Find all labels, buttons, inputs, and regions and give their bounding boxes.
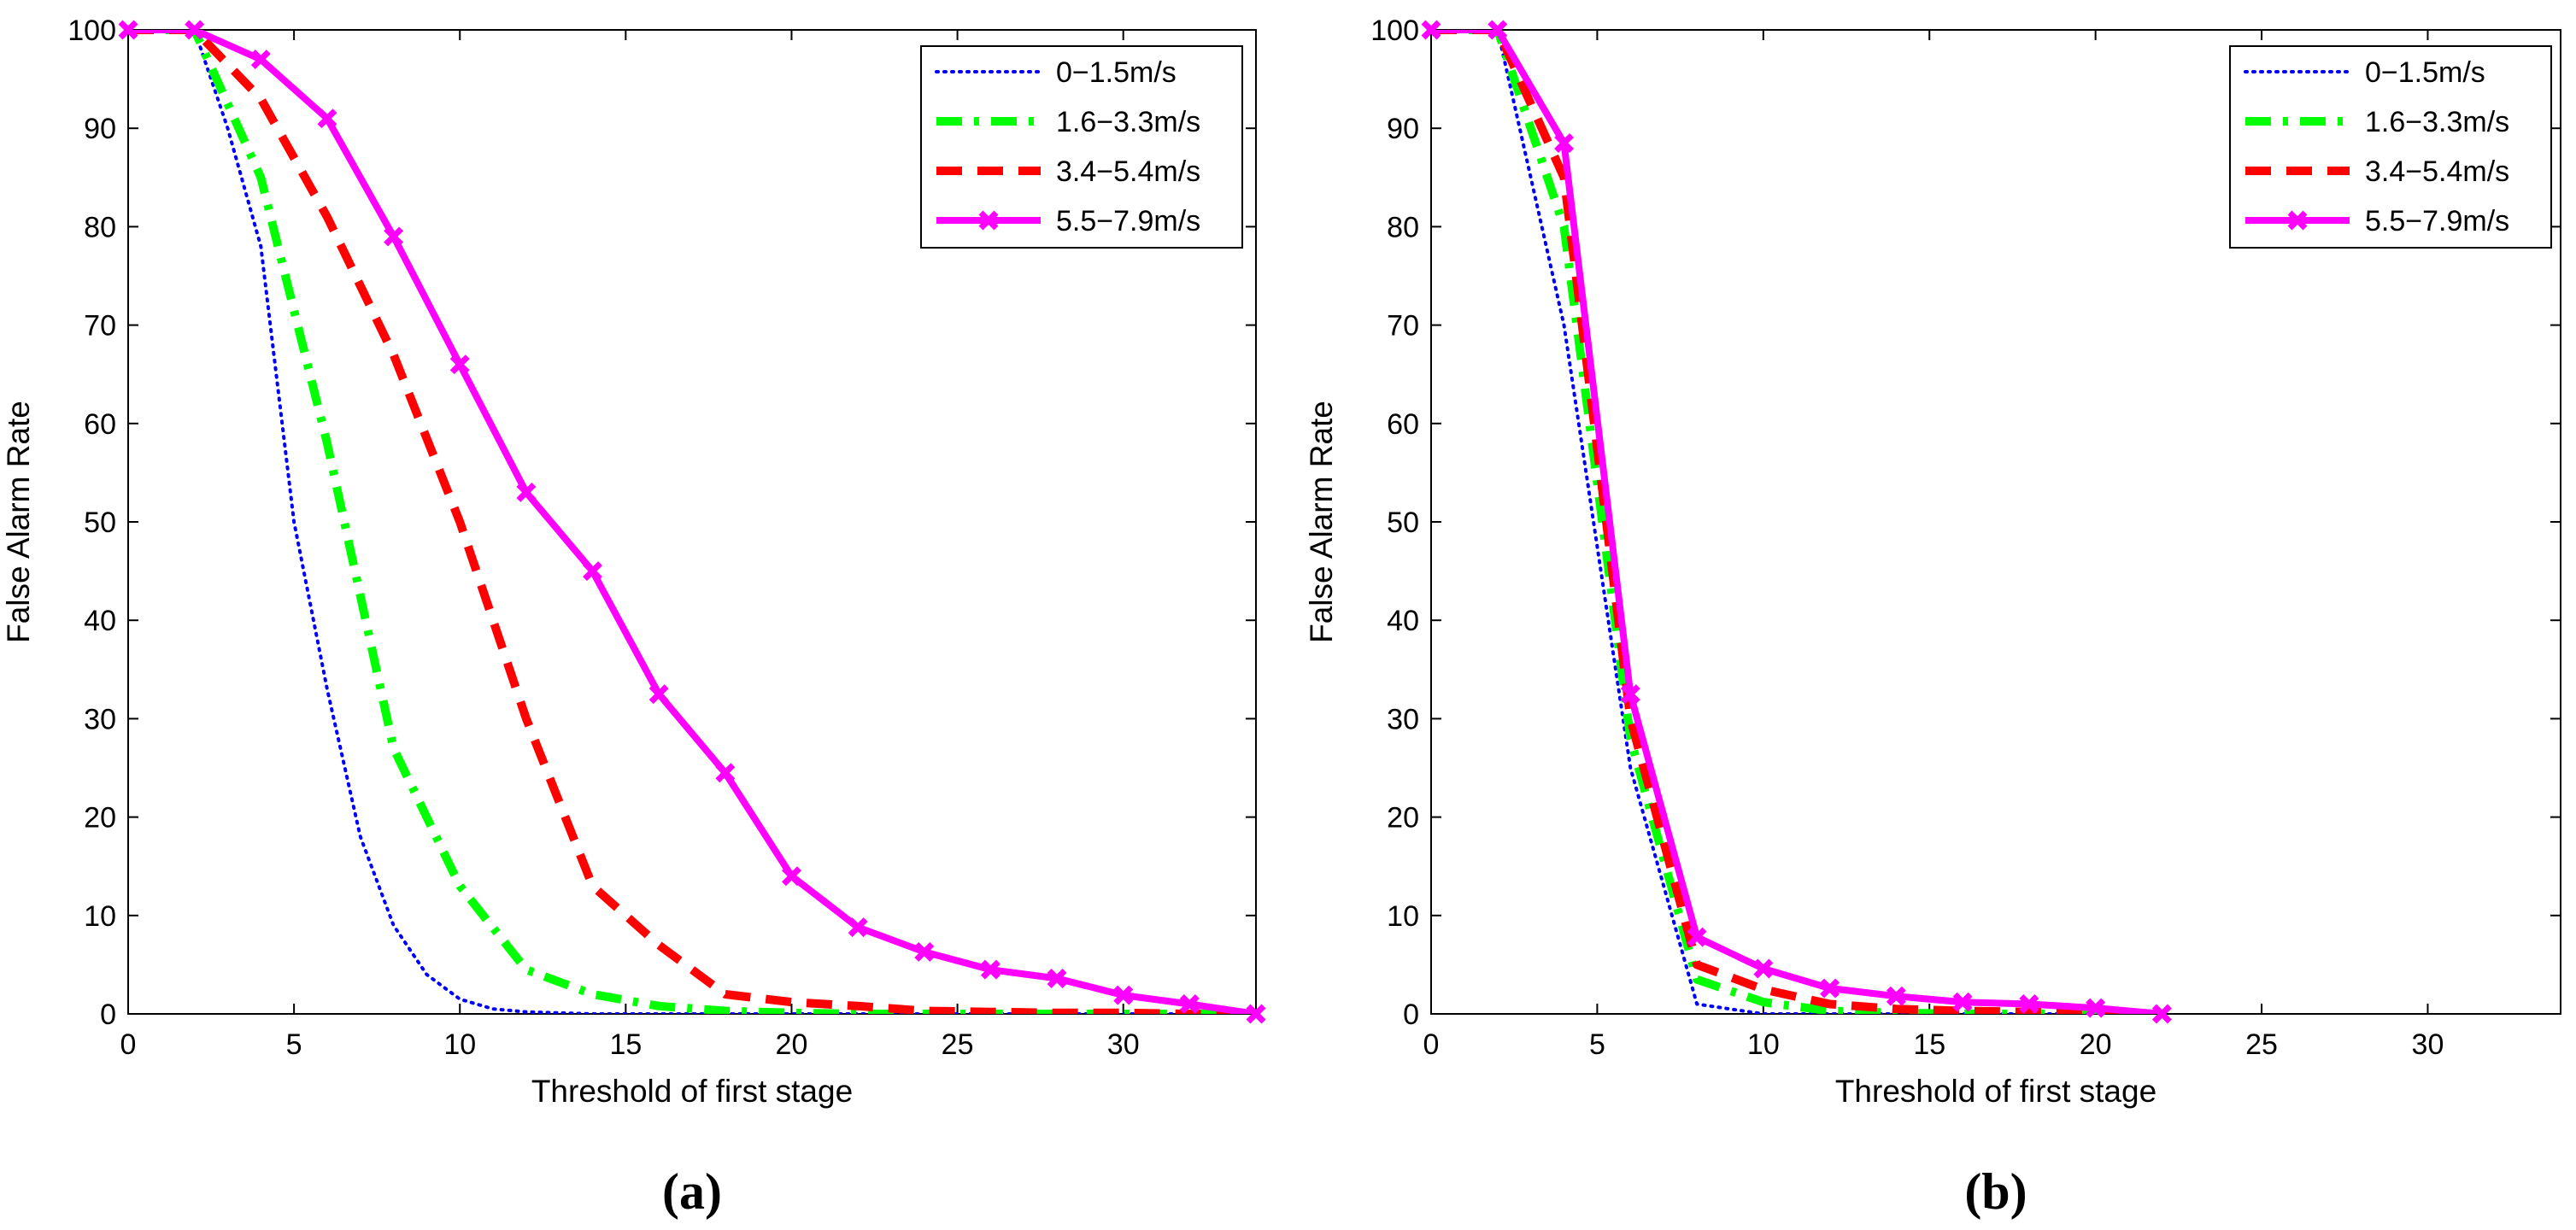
series-line-2: [1431, 30, 2162, 1014]
y-tick-label: 70: [84, 310, 116, 343]
panel-label: (b): [1964, 1163, 2027, 1220]
panel-label: (a): [662, 1163, 722, 1220]
y-tick-label: 30: [1387, 703, 1419, 735]
x-tick-label: 20: [776, 1028, 808, 1061]
data-point-marker-center: [455, 360, 465, 369]
data-point-marker-center: [521, 488, 531, 497]
legend-marker: [978, 210, 999, 231]
data-point-marker-center: [1053, 974, 1062, 983]
x-tick-label: 15: [1913, 1028, 1945, 1061]
x-tick-label: 15: [609, 1028, 642, 1061]
y-tick-label: 40: [1387, 605, 1419, 637]
data-point-marker-center: [1252, 1010, 1260, 1018]
y-tick-label: 20: [84, 802, 116, 835]
data-point-marker-center: [787, 871, 796, 881]
x-tick-label: 25: [942, 1028, 974, 1061]
data-point-marker-center: [389, 231, 398, 241]
y-tick-label: 20: [1387, 802, 1419, 835]
data-point-marker-center: [1825, 984, 1834, 993]
data-point-marker-center: [2024, 999, 2033, 1009]
legend-marker: [2287, 210, 2308, 231]
chart-panel-b: 0 5 10 15 20 25 30 0 10 20 30 40 50 60 70 80 90 100 Thresh…: [1304, 15, 2561, 1220]
y-tick-label: 50: [1387, 507, 1419, 539]
data-point-marker-center: [190, 26, 199, 34]
legend-entry-label: 0−1.5m/s: [1056, 56, 1177, 89]
series-line-3: [128, 30, 1256, 1014]
data-point-marker-center: [1118, 991, 1128, 1000]
y-tick-label: 60: [1387, 408, 1419, 441]
x-tick-label: 25: [2245, 1028, 2278, 1061]
y-tick-label: 100: [67, 15, 116, 47]
data-point-marker-center: [588, 566, 597, 576]
x-tick-label: 20: [2080, 1028, 2112, 1061]
y-tick-label: 90: [1387, 113, 1419, 145]
y-tick-label: 100: [1370, 15, 1419, 47]
x-axis-label: Threshold of first stage: [1835, 1074, 2156, 1109]
data-point-marker-center: [1758, 964, 1768, 974]
y-tick-label: 0: [1403, 999, 1419, 1031]
y-tick-label: 80: [1387, 211, 1419, 243]
legend-entry-label: 3.4−5.4m/s: [2365, 155, 2509, 188]
y-tick-label: 70: [1387, 310, 1419, 343]
legend-entry-label: 5.5−7.9m/s: [1056, 205, 1200, 237]
data-point-marker-center: [854, 922, 863, 932]
series-line-2: [128, 30, 1256, 1014]
series-line-4: [128, 30, 1256, 1014]
data-point-marker-center: [1693, 933, 1702, 942]
data-point-marker-center: [256, 55, 266, 64]
y-tick-label: 30: [84, 703, 116, 735]
x-tick-label: 30: [2412, 1028, 2444, 1061]
data-point-marker-center: [654, 689, 664, 699]
data-point-marker-center: [919, 947, 929, 957]
x-axis-label: Threshold of first stage: [531, 1074, 853, 1109]
y-tick-label: 80: [84, 211, 116, 243]
legend-entry-label: 1.6−3.3m/s: [2365, 106, 2509, 138]
y-tick-label: 10: [1387, 900, 1419, 933]
data-point-marker-center: [322, 114, 332, 123]
series-line-1: [128, 30, 1256, 1014]
data-point-marker-center: [1958, 998, 1968, 1007]
data-point-marker-center: [1559, 138, 1569, 148]
x-tick-label: 5: [1589, 1028, 1605, 1061]
data-point-marker-center: [2157, 1010, 2167, 1018]
y-axis-label: False Alarm Rate: [1304, 401, 1339, 643]
data-point-marker-center: [1427, 26, 1435, 34]
x-tick-label: 10: [1747, 1028, 1780, 1061]
y-tick-label: 0: [100, 999, 116, 1031]
series-line-1: [1431, 30, 2164, 1014]
y-tick-label: 60: [84, 408, 116, 441]
legend-entry-label: 1.6−3.3m/s: [1056, 106, 1200, 138]
legend-box: [2229, 45, 2552, 249]
data-point-marker-center: [1493, 26, 1502, 34]
x-tick-label: 0: [1423, 1028, 1440, 1061]
data-point-marker-center: [720, 768, 730, 777]
data-point-marker-center: [986, 965, 995, 975]
y-tick-label: 10: [84, 900, 116, 933]
series-line-4: [1431, 30, 2162, 1014]
data-point-marker-center: [2091, 1004, 2100, 1013]
legend-entry-label: 5.5−7.9m/s: [2365, 205, 2509, 237]
chart-panel-a: 0 5 10 15 20 25 30 0 10 20 30 40 50 60 70 80 90 100 Thresh…: [1, 15, 1266, 1220]
data-point-marker-center: [1626, 689, 1635, 699]
x-tick-label: 0: [120, 1028, 137, 1061]
y-axis-label: False Alarm Rate: [1, 401, 36, 643]
data-point-marker-center: [1892, 992, 1901, 1001]
series-line-3: [1431, 30, 2162, 1014]
data-point-marker-center: [124, 26, 132, 34]
legend-entry-label: 0−1.5m/s: [2365, 56, 2485, 89]
x-tick-label: 30: [1107, 1028, 1140, 1061]
data-point-marker-center: [1185, 999, 1194, 1009]
legend-entry-label: 3.4−5.4m/s: [1056, 155, 1200, 188]
x-tick-label: 5: [286, 1028, 302, 1061]
y-tick-label: 40: [84, 605, 116, 637]
legend-box: [920, 45, 1243, 249]
x-tick-label: 10: [443, 1028, 476, 1061]
y-tick-label: 50: [84, 507, 116, 539]
y-tick-label: 90: [84, 113, 116, 145]
